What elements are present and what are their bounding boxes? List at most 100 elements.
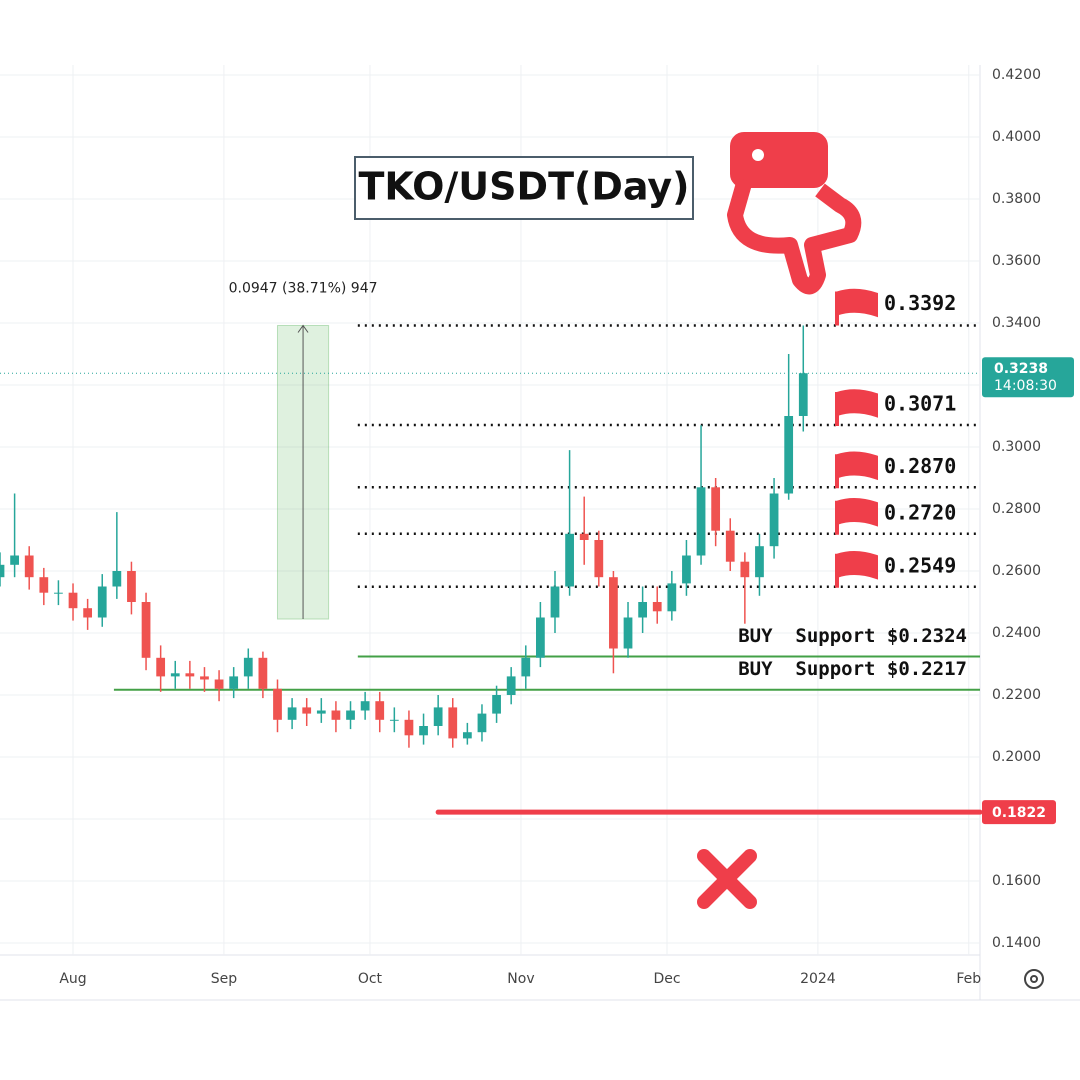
flag-icon <box>835 389 878 426</box>
candle-body <box>725 530 735 562</box>
x-tick-label: Dec <box>653 971 680 987</box>
candle-body <box>579 533 589 540</box>
candle-body <box>565 533 574 587</box>
level-label: 0.2549 <box>884 553 956 577</box>
candle-body <box>755 546 764 578</box>
title-box <box>354 156 694 220</box>
y-tick-label: 0.3000 <box>992 439 1041 455</box>
flag-icon <box>835 451 878 489</box>
candle-body <box>141 602 151 658</box>
level-label: 0.3071 <box>884 391 956 415</box>
x-tick-label: Sep <box>211 971 238 987</box>
stop-price-label: 0.1822 <box>992 805 1046 821</box>
y-tick-label: 0.2400 <box>992 625 1041 641</box>
candle-body <box>492 695 501 714</box>
candle-body <box>448 707 458 739</box>
support-label: BUY Support $0.2217 <box>738 658 967 680</box>
candle-body <box>536 617 545 658</box>
measure-arrow-head <box>297 324 309 333</box>
candle-body <box>54 592 63 594</box>
candle-body <box>609 577 618 649</box>
candle-body <box>200 676 209 680</box>
invalidation-x-icon <box>697 849 757 909</box>
chart-title: TKO/USDT(Day) <box>358 165 689 209</box>
candle-body <box>287 707 297 720</box>
candle-body <box>156 657 166 677</box>
candle-body <box>769 493 779 547</box>
stop-price-tag <box>982 800 1056 825</box>
level-label: 0.3392 <box>884 291 956 315</box>
y-tick-label: 0.2600 <box>992 563 1041 579</box>
candle-body <box>550 586 560 618</box>
candle-body <box>638 602 648 618</box>
y-tick-label: 0.3800 <box>992 191 1041 207</box>
y-tick-label: 0.4200 <box>992 67 1041 83</box>
countdown-label: 14:08:30 <box>994 378 1057 394</box>
x-tick-label: Oct <box>358 971 383 987</box>
support-label: BUY Support $0.2324 <box>738 625 967 647</box>
candle-body <box>433 707 443 726</box>
candle-body <box>506 676 516 695</box>
grid <box>0 65 980 955</box>
candle-body <box>667 583 677 612</box>
candle-body <box>10 555 19 565</box>
candle-body <box>711 487 721 531</box>
candle-body <box>229 676 239 689</box>
y-tick-label: 0.1600 <box>992 873 1041 889</box>
candle-body <box>375 701 385 720</box>
candle-body <box>331 710 341 720</box>
candle-body <box>214 679 224 689</box>
candle-body <box>623 617 633 649</box>
last-price-label: 0.3238 <box>994 361 1048 377</box>
plot: 0.0947 (38.71%) 947 0.3392 0.3071 0.2870 0.2… <box>0 280 983 815</box>
candle-body <box>652 602 662 612</box>
y-tick-label: 0.2000 <box>992 749 1041 765</box>
candle-body <box>419 726 428 736</box>
candle-body <box>360 701 370 711</box>
hand-icon-hole <box>752 149 764 161</box>
measure-label: 0.0947 (38.71%) 947 <box>229 280 378 296</box>
candle-body <box>316 710 326 714</box>
candle-body <box>302 707 312 714</box>
candle-body <box>389 719 399 721</box>
candle-body <box>97 586 107 618</box>
candle-body <box>594 540 604 578</box>
candle-body <box>170 673 180 677</box>
last-price-tag <box>982 357 1074 398</box>
candle-body <box>83 608 93 618</box>
candle-body <box>462 732 472 739</box>
candle-body <box>127 571 136 602</box>
settings-icon[interactable] <box>1024 969 1044 989</box>
candle-body <box>798 373 808 416</box>
candle-body <box>404 719 414 736</box>
x-tick-label: 2024 <box>800 971 836 987</box>
x-tick-label: Feb <box>956 971 981 987</box>
candle-body <box>112 571 122 587</box>
candle-body <box>696 487 706 556</box>
y-tick-label: 0.3600 <box>992 253 1041 269</box>
flag-icon <box>835 498 878 535</box>
candle-body <box>68 592 78 609</box>
candle-body <box>346 710 355 720</box>
y-tick-label: 0.1400 <box>992 935 1041 951</box>
y-tick-label: 0.2800 <box>992 501 1041 517</box>
candle-body <box>521 657 531 677</box>
flag-icon <box>835 551 878 588</box>
candle-body <box>39 577 49 593</box>
candle-body <box>258 657 268 689</box>
flag-icon <box>835 288 878 326</box>
y-tick-label: 0.4000 <box>992 129 1041 145</box>
candle-body <box>784 416 794 494</box>
candle-body <box>740 561 750 578</box>
candle-body <box>682 555 691 584</box>
candle-body <box>243 657 253 677</box>
candle-body <box>24 555 34 578</box>
candle-body <box>477 713 487 733</box>
candle-body <box>0 564 5 578</box>
x-tick-label: Aug <box>59 971 86 987</box>
level-label: 0.2720 <box>884 500 956 524</box>
y-tick-label: 0.3400 <box>992 315 1041 331</box>
x-tick-label: Nov <box>507 971 534 987</box>
y-tick-label: 0.2200 <box>992 687 1041 703</box>
